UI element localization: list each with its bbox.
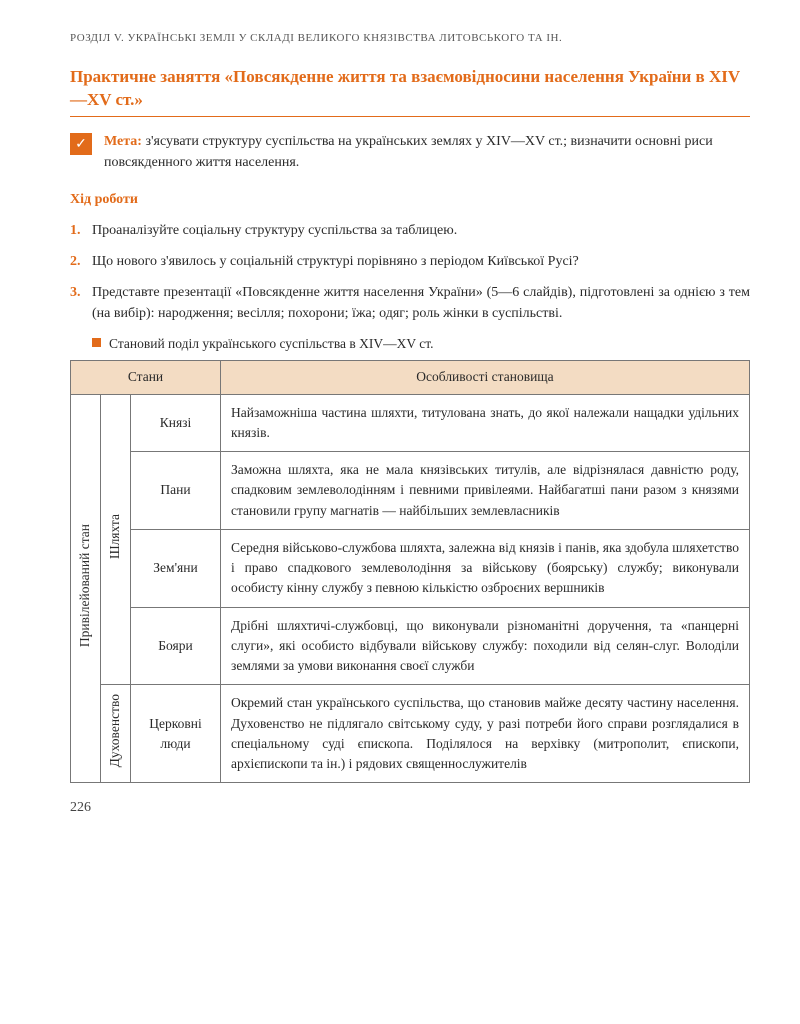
work-item-number: 2. [70,251,92,272]
work-item: 2. Що нового з'явилось у соціальній стру… [70,251,750,272]
cell-desc: Окремий стан українського суспільства, щ… [221,685,750,783]
lesson-title: Практичне заняття «Повсякденне життя та … [70,65,750,113]
table-row: Зем'яни Середня військово-службова шляхт… [71,529,750,607]
cell-desc: Найзаможніша частина шляхти, титулована … [221,394,750,452]
cell-main-estate: Привілейований стан [71,394,101,783]
cell-name: Зем'яни [131,529,221,607]
table-row: Привілейований стан Шляхта Князі Найзамо… [71,394,750,452]
work-item-number: 1. [70,220,92,241]
work-item-text: Проаналізуйте соціальну структуру суспіл… [92,220,750,241]
cell-name: Бояри [131,607,221,685]
table-row: Бояри Дрібні шляхтичі-службовці, що вико… [71,607,750,685]
table-caption-text: Становий поділ українського суспільства … [109,334,434,354]
table-header-row: Стани Особливості становища [71,361,750,394]
running-header: РОЗДІЛ V. УКРАЇНСЬКІ ЗЕМЛІ У СКЛАДІ ВЕЛИ… [70,30,750,47]
goal-text: Мета: з'ясувати структуру суспільства на… [104,131,750,173]
work-item: 3. Представте презентації «Повсякденне ж… [70,282,750,324]
table-header-stan: Стани [71,361,221,394]
work-item: 1. Проаналізуйте соціальну структуру сус… [70,220,750,241]
work-items: 1. Проаналізуйте соціальну структуру сус… [70,220,750,324]
cell-group-shlyakhta: Шляхта [101,394,131,685]
page-number: 226 [70,797,750,818]
cell-name: Князі [131,394,221,452]
cell-desc: Заможна шляхта, яка не мала князівських … [221,452,750,530]
work-item-text: Представте презентації «Повсякденне житт… [92,282,750,324]
table-caption: Становий поділ українського суспільства … [92,334,750,354]
goal-block: ✓ Мета: з'ясувати структуру суспільства … [70,131,750,173]
cell-name: Пани [131,452,221,530]
cell-name: Церковні люди [131,685,221,783]
title-underline [70,116,750,117]
goal-body: з'ясувати структуру суспільства на украї… [104,134,713,170]
cell-desc: Середня військово-службова шляхта, залеж… [221,529,750,607]
table-header-desc: Особливості становища [221,361,750,394]
checkmark-icon: ✓ [70,133,92,155]
work-heading: Хід роботи [70,189,750,210]
table-row: Пани Заможна шляхта, яка не мала князівс… [71,452,750,530]
work-item-number: 3. [70,282,92,324]
cell-desc: Дрібні шляхтичі-службовці, що виконували… [221,607,750,685]
work-item-text: Що нового з'явилось у соціальній структу… [92,251,750,272]
square-bullet-icon [92,338,101,347]
estates-table: Стани Особливості становища Привілейован… [70,360,750,783]
table-row: Духовенство Церковні люди Окремий стан у… [71,685,750,783]
cell-group-clergy: Духовенство [101,685,131,783]
goal-label: Мета: [104,134,142,149]
